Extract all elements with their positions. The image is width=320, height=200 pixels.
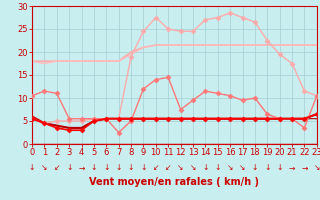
- Text: ↙: ↙: [53, 163, 60, 172]
- Text: ↘: ↘: [177, 163, 184, 172]
- Text: ↘: ↘: [41, 163, 48, 172]
- Text: →: →: [78, 163, 85, 172]
- Text: ↓: ↓: [128, 163, 134, 172]
- Text: ↙: ↙: [165, 163, 172, 172]
- Text: ↓: ↓: [264, 163, 270, 172]
- Text: ↓: ↓: [103, 163, 109, 172]
- Text: ↓: ↓: [66, 163, 72, 172]
- Text: ↘: ↘: [239, 163, 246, 172]
- Text: ↘: ↘: [227, 163, 233, 172]
- Text: ↓: ↓: [252, 163, 258, 172]
- Text: →: →: [301, 163, 308, 172]
- Text: ↓: ↓: [91, 163, 97, 172]
- Text: ↓: ↓: [29, 163, 35, 172]
- Text: ↓: ↓: [276, 163, 283, 172]
- X-axis label: Vent moyen/en rafales ( km/h ): Vent moyen/en rafales ( km/h ): [89, 177, 260, 187]
- Text: →: →: [289, 163, 295, 172]
- Text: ↓: ↓: [214, 163, 221, 172]
- Text: ↘: ↘: [314, 163, 320, 172]
- Text: ↙: ↙: [153, 163, 159, 172]
- Text: ↓: ↓: [116, 163, 122, 172]
- Text: ↓: ↓: [140, 163, 147, 172]
- Text: ↓: ↓: [202, 163, 209, 172]
- Text: ↘: ↘: [190, 163, 196, 172]
